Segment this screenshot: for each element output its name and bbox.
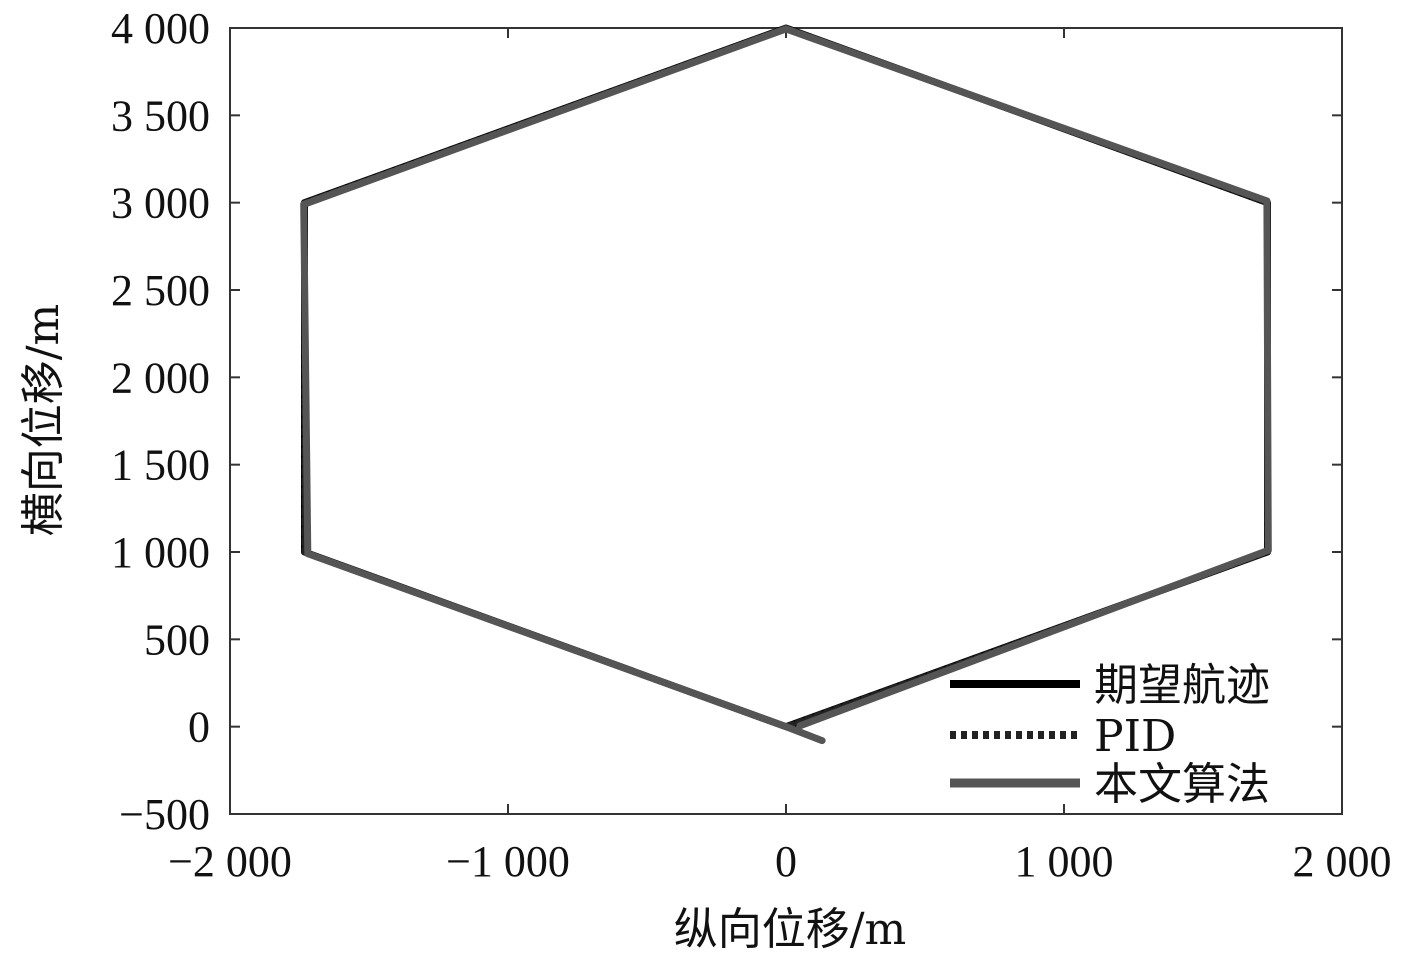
x-axis-title: 纵向位移/m bbox=[674, 904, 907, 955]
y-tick-label: 4 000 bbox=[111, 4, 210, 53]
legend-label-proposed: 本文算法 bbox=[1094, 759, 1270, 810]
x-tick-label: 2 000 bbox=[1293, 837, 1392, 886]
y-tick-label: 1 500 bbox=[111, 441, 210, 490]
y-tick-label: 0 bbox=[188, 703, 210, 752]
y-axis-ticks: −500 0 500 1 000 1 500 2 000 2 500 3 000 3 500 4 … bbox=[111, 4, 1342, 839]
series-line-0 bbox=[301, 24, 1271, 731]
x-tick-label: −1 000 bbox=[446, 837, 570, 886]
series-line-1 bbox=[301, 25, 1271, 730]
legend-label-pid: PID bbox=[1094, 711, 1176, 762]
y-tick-label: 1 000 bbox=[111, 528, 210, 577]
series-layer bbox=[300, 24, 1272, 745]
y-tick-label: 2 500 bbox=[111, 266, 210, 315]
y-tick-label: 3 500 bbox=[111, 91, 210, 140]
y-tick-label: 2 000 bbox=[111, 353, 210, 402]
legend: 期望航迹 PID 本文算法 bbox=[950, 660, 1270, 810]
series-line-2 bbox=[300, 25, 1272, 745]
y-tick-label: 3 000 bbox=[111, 179, 210, 228]
x-tick-label: 0 bbox=[775, 837, 797, 886]
x-axis-ticks: −2 000 −1 000 0 1 000 2 000 bbox=[168, 28, 1392, 886]
y-tick-label: 500 bbox=[144, 615, 210, 664]
y-axis-title: 横向位移/m bbox=[18, 304, 69, 537]
y-tick-label: −500 bbox=[119, 790, 210, 839]
legend-label-desired: 期望航迹 bbox=[1094, 660, 1270, 711]
x-tick-label: −2 000 bbox=[168, 837, 292, 886]
x-tick-label: 1 000 bbox=[1015, 837, 1114, 886]
